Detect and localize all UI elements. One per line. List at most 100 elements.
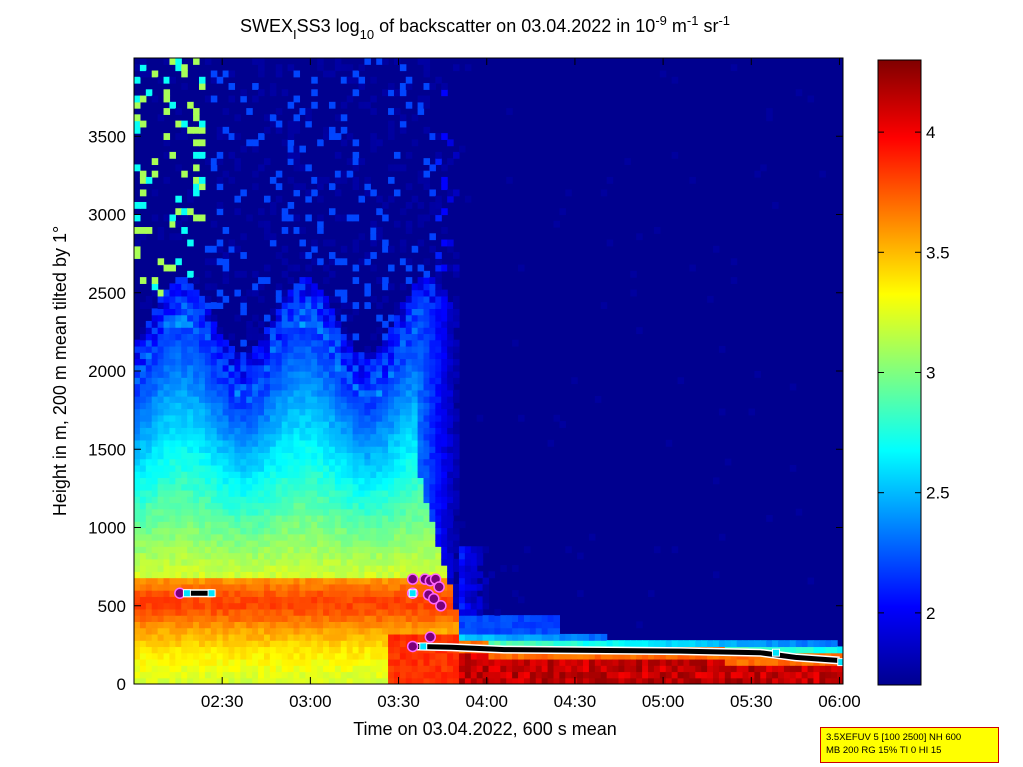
heatmap-cell	[388, 646, 395, 654]
heatmap-cell	[281, 371, 289, 378]
heatmap-cell	[453, 546, 460, 554]
heatmap-cell	[216, 533, 224, 541]
heatmap-cell	[246, 389, 253, 397]
heatmap-cell	[382, 665, 389, 673]
heatmap-cell	[417, 176, 425, 184]
heatmap-cell	[382, 446, 389, 453]
heatmap-cell	[163, 458, 171, 466]
heatmap-cell	[388, 652, 395, 660]
heatmap-cell	[388, 627, 395, 635]
heatmap-cell	[216, 464, 224, 472]
heatmap-cell	[269, 577, 277, 585]
heatmap-cell	[370, 502, 377, 510]
heatmap-cell	[423, 615, 431, 622]
heatmap-cell	[399, 671, 407, 679]
heatmap-cell	[399, 483, 407, 491]
heatmap-cell	[246, 627, 253, 635]
heatmap-cell	[151, 464, 159, 472]
heatmap-cell	[553, 621, 560, 629]
heatmap-cell	[187, 615, 194, 622]
heatmap-cell	[169, 214, 176, 222]
heatmap-cell	[494, 652, 501, 660]
heatmap-cell	[488, 658, 496, 666]
heatmap-cell	[157, 583, 165, 591]
heatmap-cell	[311, 333, 318, 341]
heatmap-cell	[352, 671, 360, 679]
heatmap-cell	[181, 345, 188, 353]
heatmap-cell	[228, 514, 236, 522]
heatmap-cell	[198, 377, 206, 385]
heatmap-cell	[305, 364, 312, 372]
heatmap-cell	[252, 483, 259, 491]
y-tick-label: 3000	[88, 206, 126, 225]
heatmap-cell	[151, 546, 159, 554]
heatmap-cell	[588, 633, 596, 641]
heatmap-cell	[364, 364, 371, 372]
heatmap-cell	[240, 527, 247, 535]
heatmap-cell	[258, 320, 265, 328]
heatmap-cell	[317, 508, 324, 516]
heatmap-cell	[405, 665, 413, 673]
heatmap-cell	[240, 458, 247, 466]
heatmap-cell	[228, 671, 236, 679]
heatmap-cell	[216, 439, 224, 447]
heatmap-cell	[323, 396, 330, 403]
heatmap-cell	[376, 377, 383, 385]
heatmap-cell	[364, 452, 371, 460]
heatmap-cell	[476, 608, 484, 616]
heatmap-cell	[370, 671, 377, 679]
heatmap-cell	[370, 139, 377, 147]
heatmap-cell	[370, 483, 377, 491]
heatmap-cell	[453, 652, 460, 660]
heatmap-cell	[789, 677, 797, 684]
heatmap-cell	[317, 621, 324, 629]
heatmap-cell	[145, 602, 153, 610]
heatmap-cell	[323, 514, 330, 522]
heatmap-cell	[163, 477, 171, 485]
heatmap-cell	[252, 58, 259, 65]
heatmap-cell	[198, 671, 206, 679]
heatmap-cell	[299, 558, 306, 566]
heatmap-cell	[281, 583, 289, 591]
heatmap-cell	[340, 502, 348, 510]
heatmap-cell	[139, 427, 147, 435]
heatmap-cell	[299, 677, 306, 684]
heatmap-cell	[258, 552, 265, 560]
heatmap-cell	[328, 615, 336, 622]
heatmap-cell	[334, 396, 342, 403]
heatmap-cell	[317, 289, 324, 297]
heatmap-cell	[423, 333, 431, 341]
heatmap-cell	[198, 452, 206, 460]
heatmap-cell	[399, 114, 407, 122]
heatmap-cell	[364, 414, 371, 422]
heatmap-cell	[169, 652, 176, 660]
heatmap-cell	[328, 514, 336, 522]
heatmap-cell	[210, 245, 218, 253]
heatmap-cell	[181, 64, 188, 72]
heatmap-cell	[648, 658, 655, 666]
heatmap-cell	[352, 389, 360, 397]
heatmap-cell	[423, 658, 431, 666]
heatmap-cell	[145, 227, 153, 234]
heatmap-cell	[222, 270, 230, 278]
heatmap-cell	[269, 608, 277, 616]
heatmap-cell	[453, 533, 460, 541]
heatmap-cell	[423, 70, 431, 78]
heatmap-cell	[435, 133, 442, 140]
heatmap-cell	[193, 452, 200, 460]
heatmap-cell	[275, 583, 283, 591]
heatmap-cell	[417, 239, 425, 247]
heatmap-cell	[252, 546, 259, 554]
heatmap-cell	[370, 552, 377, 560]
heatmap-cell	[388, 83, 395, 90]
heatmap-cell	[187, 208, 194, 216]
heatmap-cell	[352, 602, 360, 610]
heatmap-cell	[388, 546, 395, 554]
heatmap-cell	[193, 302, 200, 309]
heatmap-cell	[311, 377, 318, 385]
heatmap-cell	[287, 126, 295, 134]
heatmap-cell	[258, 458, 265, 466]
heatmap-cell	[370, 627, 377, 635]
heatmap-cell	[275, 345, 283, 353]
heatmap-cell	[482, 633, 490, 641]
